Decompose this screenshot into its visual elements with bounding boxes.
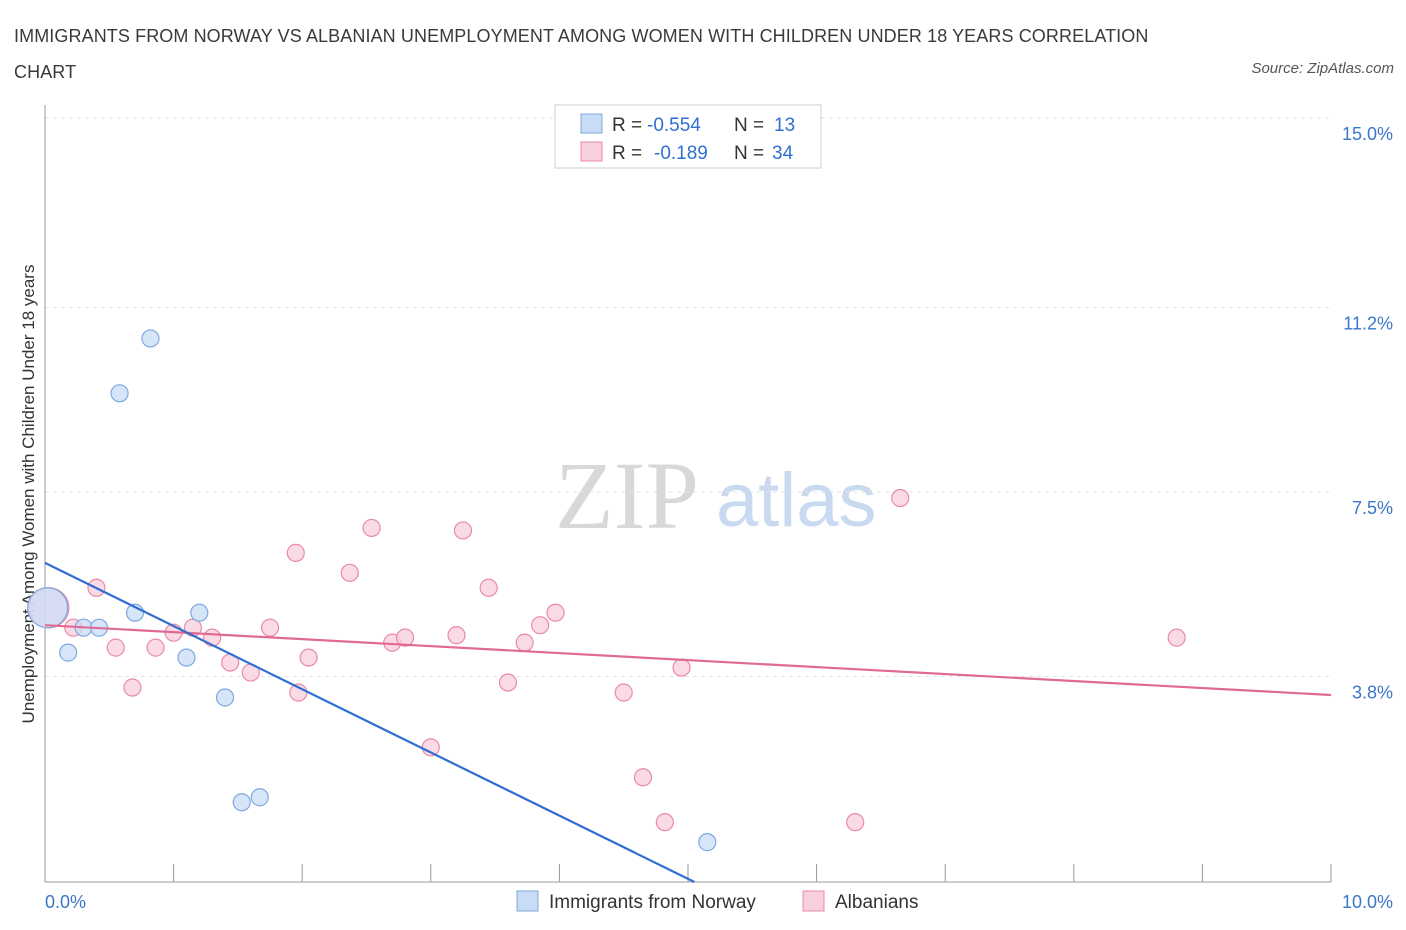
legend-r-label-albanians: R = xyxy=(612,143,642,164)
x-tick-label: 10.0% xyxy=(1342,892,1393,912)
albanians-trendline xyxy=(44,624,1332,697)
legend-n-label-albanians: N = xyxy=(734,143,764,164)
norway-point xyxy=(141,329,160,348)
norway-point xyxy=(26,587,69,629)
albanians-point xyxy=(498,673,518,692)
albanians-point xyxy=(123,678,142,697)
albanians-point xyxy=(479,578,498,597)
albanians-point xyxy=(260,618,280,637)
albanians-point xyxy=(655,813,674,832)
albanians-point xyxy=(447,626,466,645)
albanians-point xyxy=(299,648,318,667)
legend-n-label-norway: N = xyxy=(734,115,764,136)
series-legend: Immigrants from Norway Albanians xyxy=(516,890,918,913)
albanians-point xyxy=(286,543,305,562)
albanians-point xyxy=(891,488,910,508)
y-tick-label: 15.0% xyxy=(1342,124,1393,144)
bottom-legend-swatch-albanians xyxy=(802,890,825,912)
y-tick-label: 3.8% xyxy=(1352,683,1393,703)
norway-point xyxy=(59,643,78,662)
norway-point xyxy=(190,603,209,622)
legend-r-label-norway: R = xyxy=(612,115,642,136)
bottom-legend-swatch-norway xyxy=(516,890,539,912)
bottom-legend-label-norway: Immigrants from Norway xyxy=(549,892,756,913)
albanians-point xyxy=(846,813,865,832)
albanians-point xyxy=(515,633,534,652)
correlation-legend: R = -0.554 N = 13 R = -0.189 N = 34 xyxy=(554,104,822,169)
albanians-point xyxy=(203,628,222,647)
albanians-point xyxy=(633,768,653,787)
x-tick-label: 0.0% xyxy=(45,892,86,912)
albanians-point xyxy=(362,518,381,538)
watermark-zip: ZIP xyxy=(555,442,699,549)
albanians-point xyxy=(146,638,165,657)
albanians-point xyxy=(531,616,550,635)
legend-swatch-albanians xyxy=(580,141,603,162)
y-tick-label: 7.5% xyxy=(1352,498,1393,518)
x-axis-tick-labels: 0.0% 10.0% xyxy=(45,892,1393,912)
norway-point xyxy=(232,793,251,812)
bottom-legend-label-albanians: Albanians xyxy=(835,892,918,913)
norway-point xyxy=(215,688,235,707)
albanians-point xyxy=(1167,628,1186,647)
legend-n-value-albanians: 34 xyxy=(772,143,794,164)
albanians-point xyxy=(453,521,473,540)
legend-r-value-albanians: -0.189 xyxy=(654,143,708,164)
y-tick-label: 11.2% xyxy=(1343,313,1393,333)
norway-point xyxy=(177,648,196,667)
albanians-point xyxy=(672,658,691,677)
albanians-point xyxy=(395,628,415,647)
chart-source: Source: ZipAtlas.com xyxy=(1251,60,1394,77)
norway-point xyxy=(250,788,269,807)
y-axis-label: Unemployment Among Women with Children U… xyxy=(19,265,38,724)
albanians-point xyxy=(546,603,565,622)
albanians-point xyxy=(614,683,633,702)
legend-n-value-norway: 13 xyxy=(774,115,795,136)
norway-point xyxy=(698,833,717,852)
watermark-atlas: atlas xyxy=(716,458,877,543)
norway-trendline xyxy=(44,561,695,883)
norway-points xyxy=(26,329,717,852)
albanians-point xyxy=(106,638,125,657)
legend-swatch-norway xyxy=(580,113,603,134)
grid-lines xyxy=(45,117,1331,678)
norway-point xyxy=(110,384,129,403)
albanians-point xyxy=(340,563,359,582)
chart-title: IMMIGRANTS FROM NORWAY VS ALBANIAN UNEMP… xyxy=(14,26,1149,82)
x-axis-ticks xyxy=(44,864,1332,882)
y-axis-tick-labels: 3.8% 7.5% 11.2% 15.0% xyxy=(1342,124,1393,703)
legend-r-value-norway: -0.554 xyxy=(647,115,701,136)
